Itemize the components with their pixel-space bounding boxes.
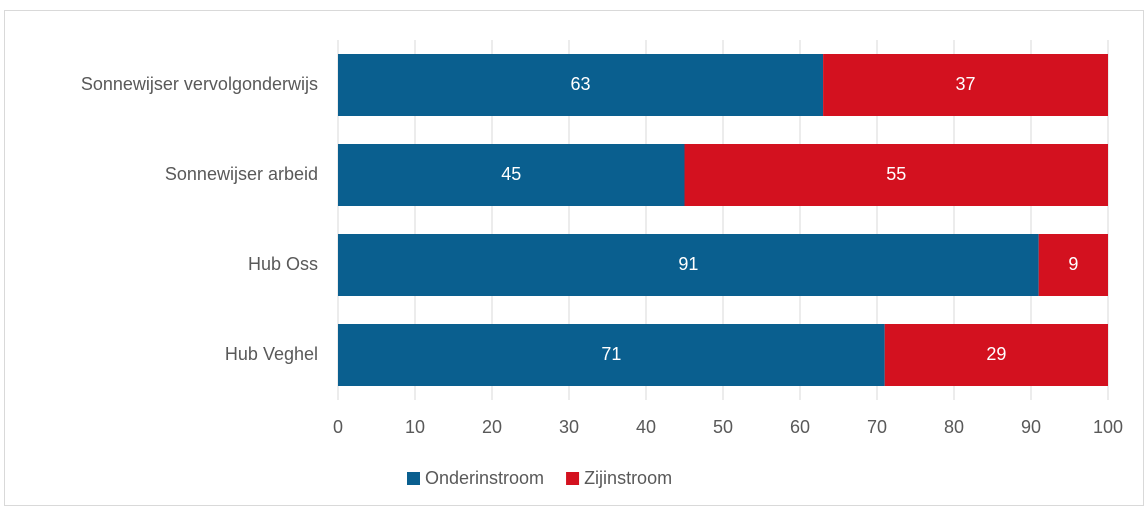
x-tick-label: 70 xyxy=(867,417,887,437)
data-label: 45 xyxy=(501,164,521,184)
x-tick-label: 20 xyxy=(482,417,502,437)
legend-swatch xyxy=(566,472,580,485)
x-tick-label: 50 xyxy=(713,417,733,437)
data-label: 71 xyxy=(601,344,621,364)
legend-label: Zijinstroom xyxy=(584,468,672,488)
x-tick-label: 10 xyxy=(405,417,425,437)
bar-segment xyxy=(684,144,1108,206)
y-tick-label: Hub Veghel xyxy=(225,344,318,364)
data-label: 37 xyxy=(956,74,976,94)
data-label: 91 xyxy=(678,254,698,274)
y-tick-label: Sonnewijser arbeid xyxy=(165,164,318,184)
bar-segment xyxy=(338,234,1039,296)
x-tick-label: 40 xyxy=(636,417,656,437)
legend-label: Onderinstroom xyxy=(425,468,544,488)
data-label: 55 xyxy=(886,164,906,184)
x-tick-label: 60 xyxy=(790,417,810,437)
data-label: 29 xyxy=(986,344,1006,364)
bar-segment xyxy=(1038,234,1108,296)
y-tick-label: Hub Oss xyxy=(248,254,318,274)
x-tick-label: 30 xyxy=(559,417,579,437)
x-tick-label: 0 xyxy=(333,417,343,437)
data-label: 63 xyxy=(571,74,591,94)
x-tick-label: 80 xyxy=(944,417,964,437)
data-label: 9 xyxy=(1068,254,1078,274)
bar-segment xyxy=(884,324,1108,386)
bar-segment xyxy=(338,324,885,386)
bar-segment xyxy=(338,54,824,116)
bar-segment xyxy=(823,54,1108,116)
x-tick-label: 90 xyxy=(1021,417,1041,437)
y-tick-label: Sonnewijser vervolgonderwijs xyxy=(81,74,318,94)
x-tick-label: 100 xyxy=(1093,417,1123,437)
bar-segment xyxy=(338,144,685,206)
legend-swatch xyxy=(407,472,420,485)
